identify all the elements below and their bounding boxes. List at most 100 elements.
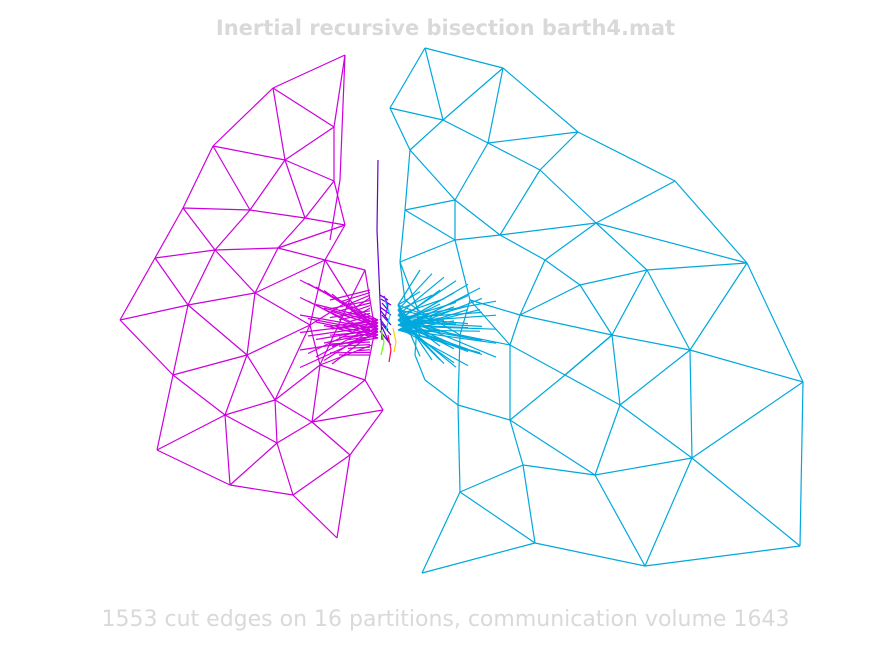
mesh-edge	[459, 334, 511, 346]
mesh-edge	[324, 224, 346, 261]
mesh-edge	[442, 67, 504, 121]
mesh-edge	[274, 364, 321, 401]
mesh-edge	[347, 294, 371, 305]
mesh-edge	[246, 354, 276, 401]
mesh-edge	[397, 304, 421, 314]
mesh-edge	[499, 222, 597, 236]
mesh-edge	[364, 344, 373, 381]
mesh-edge	[459, 464, 524, 493]
mesh-edge	[487, 67, 504, 144]
mesh-edge	[502, 67, 579, 133]
mesh-edge	[277, 224, 346, 249]
mesh-edge	[389, 107, 444, 121]
mesh-edge	[519, 284, 581, 316]
mesh-edge	[487, 142, 541, 171]
mesh-edge	[594, 404, 621, 476]
mesh-edge	[499, 169, 541, 236]
mesh-edge	[509, 374, 566, 421]
mesh-edge	[304, 180, 335, 219]
mesh-edge	[564, 374, 621, 406]
mesh-edge	[459, 491, 536, 544]
mesh-edge	[154, 207, 184, 259]
mesh-edge	[392, 327, 397, 343]
mesh-edge	[299, 322, 379, 334]
mesh-edge	[397, 269, 421, 306]
mesh-edge	[276, 442, 294, 496]
mesh-edge	[356, 349, 371, 352]
mesh-edge	[323, 325, 379, 362]
mesh-edge	[421, 491, 461, 574]
mesh-edge	[311, 421, 351, 456]
mesh-edge	[156, 449, 231, 486]
mesh-edge	[611, 334, 691, 351]
mesh-edge	[454, 234, 501, 241]
mesh-edge	[577, 131, 676, 182]
mesh-edge	[324, 259, 351, 301]
mesh-edge	[329, 299, 371, 310]
mesh-edge	[311, 409, 384, 423]
mesh-edge	[254, 292, 311, 326]
mesh-edge	[454, 142, 489, 201]
mesh-edge	[229, 442, 278, 486]
mesh-edge	[595, 222, 748, 264]
mesh-edge	[381, 326, 389, 341]
mesh-edge	[272, 87, 335, 128]
mesh-edge	[304, 217, 346, 226]
mesh-edge	[229, 484, 294, 496]
mesh-edge	[156, 374, 174, 451]
mesh-edge	[644, 545, 801, 567]
mesh-edge	[401, 329, 469, 367]
mesh-edge	[338, 312, 371, 321]
mesh-edge	[424, 379, 459, 406]
mesh-edge	[187, 304, 248, 356]
mesh-edge	[376, 159, 379, 231]
mesh-edge	[619, 404, 693, 459]
mesh-edge	[544, 222, 597, 261]
mesh-edge	[579, 284, 613, 336]
mesh-edge	[409, 119, 444, 151]
mesh-edge	[469, 299, 511, 346]
mesh-edge	[333, 180, 346, 226]
mesh-edge	[214, 209, 251, 251]
left-partition-mesh	[119, 54, 384, 539]
mesh-edge	[182, 145, 214, 209]
mesh-edge	[397, 309, 433, 318]
mesh-edge	[307, 319, 379, 355]
mesh-edge	[319, 364, 366, 381]
mesh-edge	[414, 354, 426, 381]
mesh-edge	[154, 257, 189, 306]
mesh-edge	[393, 341, 397, 353]
mesh-edge	[397, 291, 421, 306]
mesh-edge	[292, 494, 338, 539]
mesh-edge	[224, 354, 248, 416]
mesh-edge	[292, 454, 351, 496]
mesh-edge	[539, 169, 597, 224]
mesh-edge	[397, 301, 457, 321]
mesh-edge	[329, 320, 371, 327]
mesh-edge	[409, 149, 456, 201]
mesh-edge	[674, 180, 748, 264]
mesh-edge	[509, 419, 596, 476]
mesh-edge	[519, 259, 546, 316]
mesh-edge	[254, 247, 279, 294]
mesh-edge	[646, 269, 691, 351]
mesh-edge	[404, 209, 456, 241]
mesh-edge	[397, 273, 433, 311]
mesh-edge	[611, 334, 621, 406]
mesh-edge	[338, 302, 371, 312]
mesh-edge	[376, 229, 381, 301]
mesh-edge	[689, 262, 748, 351]
mesh-edge	[307, 325, 379, 337]
mesh-edge	[487, 131, 579, 144]
mesh-edge	[424, 47, 504, 69]
mesh-edge	[619, 349, 691, 406]
mesh-edge	[119, 319, 174, 376]
mesh-edge	[347, 315, 371, 323]
mesh-edge	[401, 317, 497, 358]
mesh-edge	[364, 379, 384, 411]
mesh-edge	[329, 179, 341, 241]
mesh-edge	[284, 159, 335, 182]
mesh-edge	[224, 399, 276, 416]
mesh-edge	[324, 259, 366, 271]
mesh-edge	[691, 381, 804, 459]
